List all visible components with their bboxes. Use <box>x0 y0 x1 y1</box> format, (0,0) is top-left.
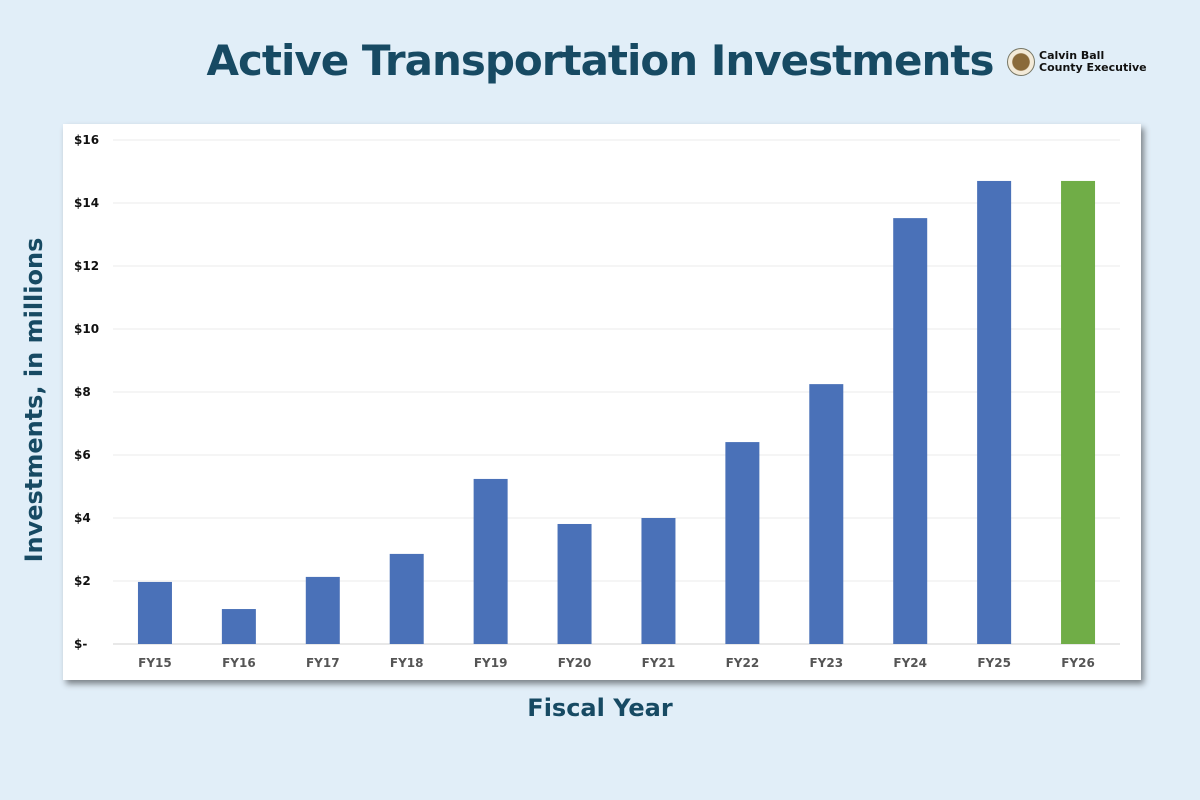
y-tick-label: $8 <box>74 385 91 399</box>
y-tick-label: $2 <box>74 574 91 588</box>
bar-fy15 <box>137 581 172 644</box>
county-executive-logo: Calvin Ball County Executive <box>1007 48 1147 76</box>
y-tick-label: $10 <box>74 322 99 336</box>
bar-fy23 <box>809 384 844 644</box>
bar-fy18 <box>389 553 424 644</box>
x-tick-label: FY20 <box>558 656 592 670</box>
logo-line1: Calvin Ball <box>1039 49 1105 62</box>
bar-fy21 <box>641 518 676 644</box>
x-tick-label: FY16 <box>222 656 256 670</box>
y-tick-label: $- <box>74 637 87 651</box>
bar-fy17 <box>305 576 340 644</box>
x-tick-label: FY26 <box>1061 656 1095 670</box>
x-tick-label: FY21 <box>642 656 676 670</box>
chart-title: Active Transportation Investments <box>206 36 995 85</box>
y-tick-label: $14 <box>74 196 99 210</box>
x-tick-label: FY24 <box>893 656 927 670</box>
x-tick-label: FY18 <box>390 656 424 670</box>
bar-fy22 <box>725 442 760 644</box>
bar-fy19 <box>473 478 508 644</box>
logo-line2: County Executive <box>1039 61 1147 74</box>
x-tick-label: FY19 <box>474 656 508 670</box>
x-tick-label: FY22 <box>726 656 760 670</box>
bar-fy20 <box>557 523 592 644</box>
y-tick-label: $6 <box>74 448 91 462</box>
bar-fy25 <box>977 180 1012 644</box>
logo-text: Calvin Ball County Executive <box>1039 50 1147 74</box>
county-seal-icon <box>1007 48 1035 76</box>
y-tick-label: $12 <box>74 259 99 273</box>
y-tick-label: $4 <box>74 511 91 525</box>
x-tick-label: FY25 <box>977 656 1011 670</box>
x-tick-label: FY17 <box>306 656 340 670</box>
bar-fy26 <box>1061 180 1096 644</box>
x-axis-label: Fiscal Year <box>527 694 673 722</box>
bar-fy16 <box>221 609 256 644</box>
bar-fy24 <box>893 218 928 644</box>
x-tick-label: FY23 <box>809 656 843 670</box>
y-tick-label: $16 <box>74 133 99 147</box>
chart-panel <box>63 124 1141 680</box>
y-axis-label: Investments, in millions <box>20 237 48 563</box>
x-tick-label: FY15 <box>138 656 172 670</box>
